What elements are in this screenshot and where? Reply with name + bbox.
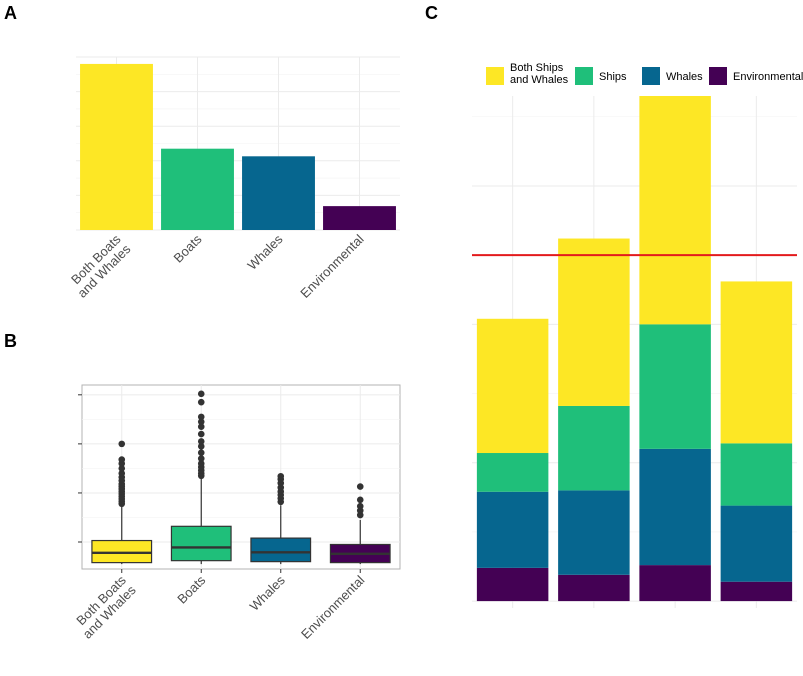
bar-segment-dawn-environmental (476, 567, 549, 602)
outlier-point (118, 465, 126, 472)
outlier-point (197, 430, 205, 438)
outlier-point (197, 455, 205, 462)
bar-whales (242, 156, 315, 230)
bar-segment-night-both-ships-and-whales (720, 281, 793, 444)
outlier-point (356, 496, 364, 504)
box-boats (170, 525, 232, 562)
legend-swatch-ships (575, 67, 593, 85)
x-tick-label-boats: Boats (171, 231, 205, 265)
legend: Both Ships and Whales Ships Whales Environme… (486, 62, 803, 86)
outlier-point (197, 449, 205, 457)
bar-segment-dusk-ships (639, 324, 711, 449)
bar-segment-day-both-ships-and-whales (558, 238, 630, 406)
legend-label-ships: Ships (599, 71, 627, 83)
legend-label-environmental: Environmental (733, 71, 803, 83)
outlier-point (197, 460, 205, 467)
outlier-point (118, 440, 126, 448)
bar-both-boats-and-whales (80, 63, 153, 230)
outlier-point (118, 470, 126, 477)
bar-segment-night-environmental (720, 581, 793, 602)
box-whales (250, 537, 312, 563)
legend-swatch-both-ships-and-whales (486, 67, 504, 85)
panel-label-b: B (4, 331, 17, 351)
panel-label-a: A (4, 3, 17, 23)
legend-item-environmental: Environmental (709, 67, 803, 85)
bar-segment-dawn-ships (476, 453, 549, 492)
outlier-point (197, 423, 205, 431)
bar-segment-night-whales (720, 505, 793, 582)
outlier-point (197, 413, 205, 421)
bar-environmental (323, 206, 396, 230)
legend-label-both-ships-and-whales: Both Ships and Whales (510, 62, 569, 86)
x-tick-label-whales: Whales (247, 572, 289, 614)
bar-segment-dusk-environmental (639, 565, 711, 602)
bar-boats (161, 148, 234, 230)
plot-border (81, 384, 401, 570)
bar-segment-dusk-whales (639, 448, 711, 566)
legend-label-whales: Whales (666, 71, 703, 83)
bar-segment-dawn-whales (476, 491, 549, 568)
panel-a-bar-chart: Both Boatsand Whales Boats Whales Environme… (64, 56, 400, 301)
x-tick-label-environmental: Environmental (298, 572, 367, 641)
x-tick-label-both-boats-and-whales: Both Boatsand Whales (64, 231, 133, 300)
x-tick-label-whales: Whales (244, 231, 286, 273)
x-tick-label-both-boats-and-whales: Both Boatsand Whales (70, 572, 139, 641)
panel-label-c: C (425, 3, 438, 23)
bar-segment-dawn-both-ships-and-whales (476, 318, 549, 454)
outlier-point (197, 443, 205, 450)
panel-b-box-plot: Both Boatsand Whales Boats Whales Environme… (70, 384, 401, 642)
legend-swatch-whales (642, 67, 660, 85)
x-tick-label-boats: Boats (174, 572, 208, 606)
bar-segment-night-ships (720, 443, 793, 506)
outlier-point (356, 502, 364, 510)
outlier-point (197, 398, 205, 406)
panel-c-stacked-bar-chart: Both Ships and Whales Ships Whales Environme… (472, 62, 803, 608)
x-tick-label-environmental: Environmental (297, 231, 366, 300)
outlier-point (118, 456, 126, 463)
outlier-point (277, 472, 285, 480)
bar-segment-day-ships (558, 405, 630, 491)
bar-segment-dusk-both-ships-and-whales (639, 96, 711, 325)
legend-item-ships: Ships (575, 67, 627, 85)
outlier-point (356, 483, 364, 490)
outlier-point (197, 418, 205, 426)
bar-segment-day-environmental (558, 574, 630, 602)
legend-item-whales: Whales (642, 67, 703, 85)
legend-swatch-environmental (709, 67, 727, 85)
outlier-point (197, 390, 205, 398)
box-both-boats-and-whales (91, 539, 153, 564)
legend-item-both-ships-and-whales: Both Ships and Whales (486, 62, 569, 86)
bar-segment-day-whales (558, 490, 630, 575)
outlier-point (197, 438, 205, 445)
